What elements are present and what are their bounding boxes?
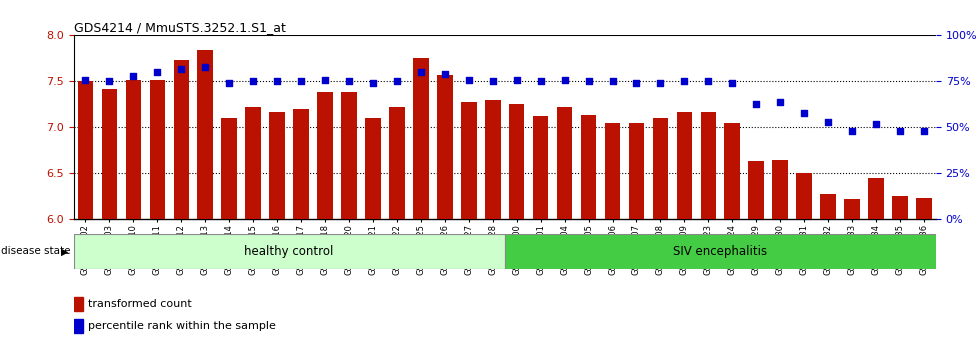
Bar [797, 173, 811, 219]
Point [485, 79, 501, 84]
Point [820, 119, 836, 125]
Bar [461, 102, 476, 219]
Point [916, 128, 932, 134]
Bar [772, 160, 788, 219]
Bar [605, 123, 620, 219]
Text: percentile rank within the sample: percentile rank within the sample [87, 321, 275, 331]
Point [341, 79, 357, 84]
Bar [892, 196, 907, 219]
Bar [557, 107, 572, 219]
Bar [533, 116, 549, 219]
Point [605, 79, 620, 84]
Point [318, 77, 333, 82]
FancyBboxPatch shape [505, 234, 936, 269]
Bar [916, 198, 932, 219]
Text: disease state: disease state [1, 246, 71, 256]
Bar [724, 123, 740, 219]
Point [461, 77, 476, 82]
Bar [77, 81, 93, 219]
Bar [413, 58, 428, 219]
Bar [701, 112, 716, 219]
Point [293, 79, 309, 84]
Bar [318, 92, 333, 219]
Bar [197, 50, 213, 219]
Bar [389, 107, 405, 219]
Point [413, 69, 428, 75]
Point [797, 110, 812, 115]
Bar [653, 118, 668, 219]
Point [844, 128, 859, 134]
Bar [366, 118, 380, 219]
Point [509, 77, 524, 82]
Point [221, 80, 237, 86]
Bar [844, 199, 859, 219]
Point [389, 79, 405, 84]
Point [724, 80, 740, 86]
Point [701, 79, 716, 84]
Bar [125, 80, 141, 219]
Bar [293, 109, 309, 219]
Point [581, 79, 597, 84]
Point [77, 77, 93, 82]
Point [749, 101, 764, 106]
Bar [509, 104, 524, 219]
Point [173, 66, 189, 72]
Bar [245, 107, 261, 219]
Bar [868, 178, 884, 219]
Bar [102, 89, 118, 219]
Point [868, 121, 884, 127]
Bar [74, 319, 83, 333]
Text: healthy control: healthy control [244, 245, 334, 258]
Point [150, 69, 166, 75]
Point [533, 79, 549, 84]
Point [102, 79, 118, 84]
Point [772, 99, 788, 104]
Text: ▶: ▶ [61, 246, 69, 256]
Point [676, 79, 692, 84]
Point [245, 79, 261, 84]
Bar [820, 194, 836, 219]
Bar [221, 118, 237, 219]
Point [628, 80, 644, 86]
Text: GDS4214 / MmuSTS.3252.1.S1_at: GDS4214 / MmuSTS.3252.1.S1_at [74, 21, 285, 34]
FancyBboxPatch shape [74, 234, 505, 269]
Text: transformed count: transformed count [87, 299, 191, 309]
Point [270, 79, 285, 84]
Bar [485, 100, 501, 219]
Point [125, 73, 141, 79]
Bar [74, 297, 83, 311]
Point [557, 77, 572, 82]
Point [653, 80, 668, 86]
Bar [437, 75, 453, 219]
Bar [341, 92, 357, 219]
Bar [749, 161, 764, 219]
Bar [270, 112, 285, 219]
Bar [173, 60, 189, 219]
Bar [676, 112, 692, 219]
Point [366, 80, 381, 86]
Point [197, 64, 213, 69]
Point [892, 128, 907, 134]
Point [437, 71, 453, 77]
Text: SIV encephalitis: SIV encephalitis [673, 245, 767, 258]
Bar [150, 80, 165, 219]
Bar [628, 123, 644, 219]
Bar [581, 115, 596, 219]
